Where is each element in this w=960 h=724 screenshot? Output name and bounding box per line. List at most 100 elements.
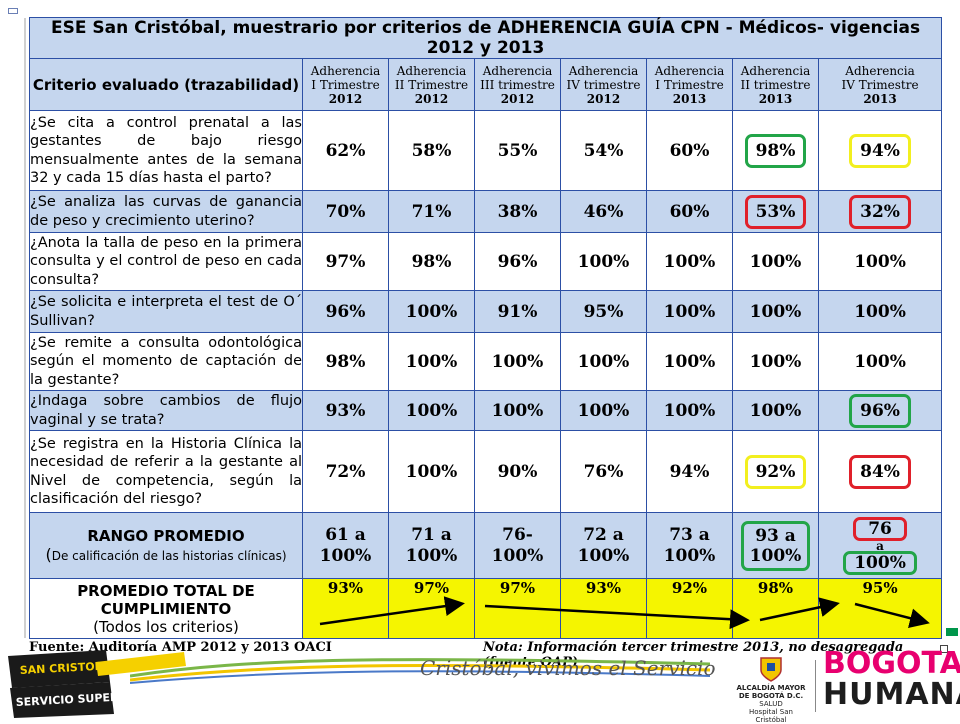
adherence-value: 100% — [663, 251, 716, 272]
range-value-cell: 73 a 100% — [646, 512, 733, 579]
criterion-question: ¿Se solicita e interpreta el test de O´ … — [29, 290, 303, 333]
adherence-value: 100% — [491, 351, 544, 372]
column-header-l2: I Trimestre — [655, 77, 724, 92]
adherence-value: 94% — [669, 461, 710, 482]
column-header-year: 2012 — [500, 91, 535, 106]
adherence-value-cell: 96% — [474, 232, 561, 291]
adherence-value-cell: 60% — [646, 190, 733, 233]
adherence-value-cell: 91% — [474, 290, 561, 333]
range-value-b: 100% — [854, 552, 906, 573]
adherence-value: 100% — [749, 251, 802, 272]
adherence-value: 90% — [497, 461, 538, 482]
table-row: ¿Se registra en la Historia Clínica la n… — [29, 430, 943, 513]
adherence-value: 62% — [325, 140, 366, 161]
range-value-a: 93 a — [755, 525, 796, 546]
column-header-year: 2013 — [672, 91, 707, 106]
adherence-value-cell: 70% — [302, 190, 389, 233]
adherence-value-cell: 92% — [732, 430, 819, 513]
adherence-value: 91% — [497, 301, 538, 322]
adherence-value-cell: 100% — [646, 232, 733, 291]
adherence-value: 100% — [577, 251, 630, 272]
range-value-a-ring: 76 — [853, 516, 907, 541]
highlighted-value-red: 53% — [744, 194, 807, 229]
adherence-value-cell: 100% — [560, 390, 647, 431]
adherence-value: 76% — [583, 461, 624, 482]
adherence-value-cell: 62% — [302, 110, 389, 191]
highlighted-value-yellow: 94% — [849, 133, 911, 168]
humana-wordmark: HUMANA — [823, 677, 960, 712]
adherence-value: 100% — [491, 400, 544, 421]
adherence-value-cell: 100% — [817, 290, 943, 333]
adherence-value: 100% — [749, 301, 802, 322]
table-row: ¿Anota la talla de peso en la primera co… — [29, 232, 943, 291]
decorative-wave — [130, 658, 710, 684]
highlighted-value-red: 32% — [849, 194, 911, 229]
range-value-a: 76 — [868, 518, 892, 539]
column-header-l2: II Trimestre — [394, 77, 469, 92]
criterion-question: ¿Se cita a control prenatal a las gestan… — [29, 110, 303, 191]
adherence-value-cell: 72% — [302, 430, 389, 513]
range-value-a: 73 a — [669, 524, 710, 545]
range-value-b: 100% — [663, 545, 716, 566]
adherence-value-cell: 54% — [560, 110, 647, 191]
criterion-header: Criterio evaluado (trazabilidad) — [29, 58, 303, 111]
adherence-value-cell: 95% — [560, 290, 647, 333]
highlighted-value-red: 84% — [849, 454, 911, 489]
column-header-l1: Adherencia — [310, 63, 381, 78]
adherence-value-cell: 100% — [732, 232, 819, 291]
crest-line-3: SALUD — [759, 700, 783, 708]
adherence-value: 100% — [749, 351, 802, 372]
adherence-value: 95% — [583, 301, 624, 322]
table-title: ESE San Cristóbal, muestrario por criter… — [28, 17, 943, 59]
adherence-value-cell: 100% — [474, 390, 561, 431]
total-value: 93% — [302, 578, 389, 639]
adherence-value-cell: 100% — [732, 290, 819, 333]
column-header-year: 2013 — [863, 91, 897, 106]
adherence-value-cell: 100% — [732, 332, 819, 391]
column-header-l1: Adherencia — [845, 63, 915, 78]
column-header-l2: I Trimestre — [311, 77, 380, 92]
adherence-value-cell: 90% — [474, 430, 561, 513]
adherence-value-cell: 32% — [817, 190, 943, 233]
table-row: ¿Se analiza las curvas de ganancia de pe… — [29, 190, 943, 233]
range-value-b: 100% — [319, 545, 372, 566]
column-header-year: 2012 — [586, 91, 621, 106]
adherence-value: 100% — [854, 251, 906, 272]
adherence-value: 60% — [669, 140, 710, 161]
crest-line-2: DE BOGOTÁ D.C. — [738, 692, 804, 700]
column-header: Adherencia IV Trimestre 2013 — [817, 58, 943, 111]
table-row: ¿Se solicita e interpreta el test de O´ … — [29, 290, 943, 333]
column-header: Adherencia II trimestre 2013 — [732, 58, 819, 111]
left-margin-line — [24, 18, 26, 638]
highlighted-value-yellow: 92% — [744, 454, 807, 489]
column-header: Adherencia II Trimestre 2012 — [388, 58, 475, 111]
column-header-l1: Adherencia — [396, 63, 467, 78]
adherence-value-cell: 100% — [817, 232, 943, 291]
adherence-value-cell: 46% — [560, 190, 647, 233]
adherence-value: 100% — [405, 461, 458, 482]
svg-text:SAN CRISTOBAL: SAN CRISTOBAL — [19, 659, 116, 677]
table-row: ¿Se remite a consulta odontológica según… — [29, 332, 943, 391]
adherence-value-cell: 71% — [388, 190, 475, 233]
adherence-value: 72% — [325, 461, 366, 482]
adherence-value-cell: 96% — [817, 390, 943, 431]
range-value-cell: 61 a 100% — [302, 512, 389, 579]
adherence-value-cell: 38% — [474, 190, 561, 233]
column-header-l1: Adherencia — [740, 63, 811, 78]
range-value-a: 76- — [502, 524, 533, 545]
table-row: ¿Indaga sobre cambios de flujo vaginal y… — [29, 390, 943, 431]
adherence-value-cell: 100% — [388, 332, 475, 391]
adherence-value: 38% — [497, 201, 538, 222]
total-label-1: PROMEDIO TOTAL DE — [77, 581, 255, 600]
column-header-l1: Adherencia — [568, 63, 639, 78]
column-header: Adherencia I Trimestre 2012 — [302, 58, 389, 111]
adherence-value: 71% — [411, 201, 452, 222]
range-value-b: 100% — [577, 545, 630, 566]
total-value: 92% — [646, 578, 733, 639]
adherence-value-cell: 100% — [474, 332, 561, 391]
adherence-value-cell: 100% — [560, 332, 647, 391]
range-value-mid: a — [876, 538, 884, 553]
adherence-value-cell: 94% — [817, 110, 943, 191]
column-header-l2: II trimestre — [740, 77, 811, 92]
range-value-cell: 76 a 100% — [817, 512, 943, 579]
